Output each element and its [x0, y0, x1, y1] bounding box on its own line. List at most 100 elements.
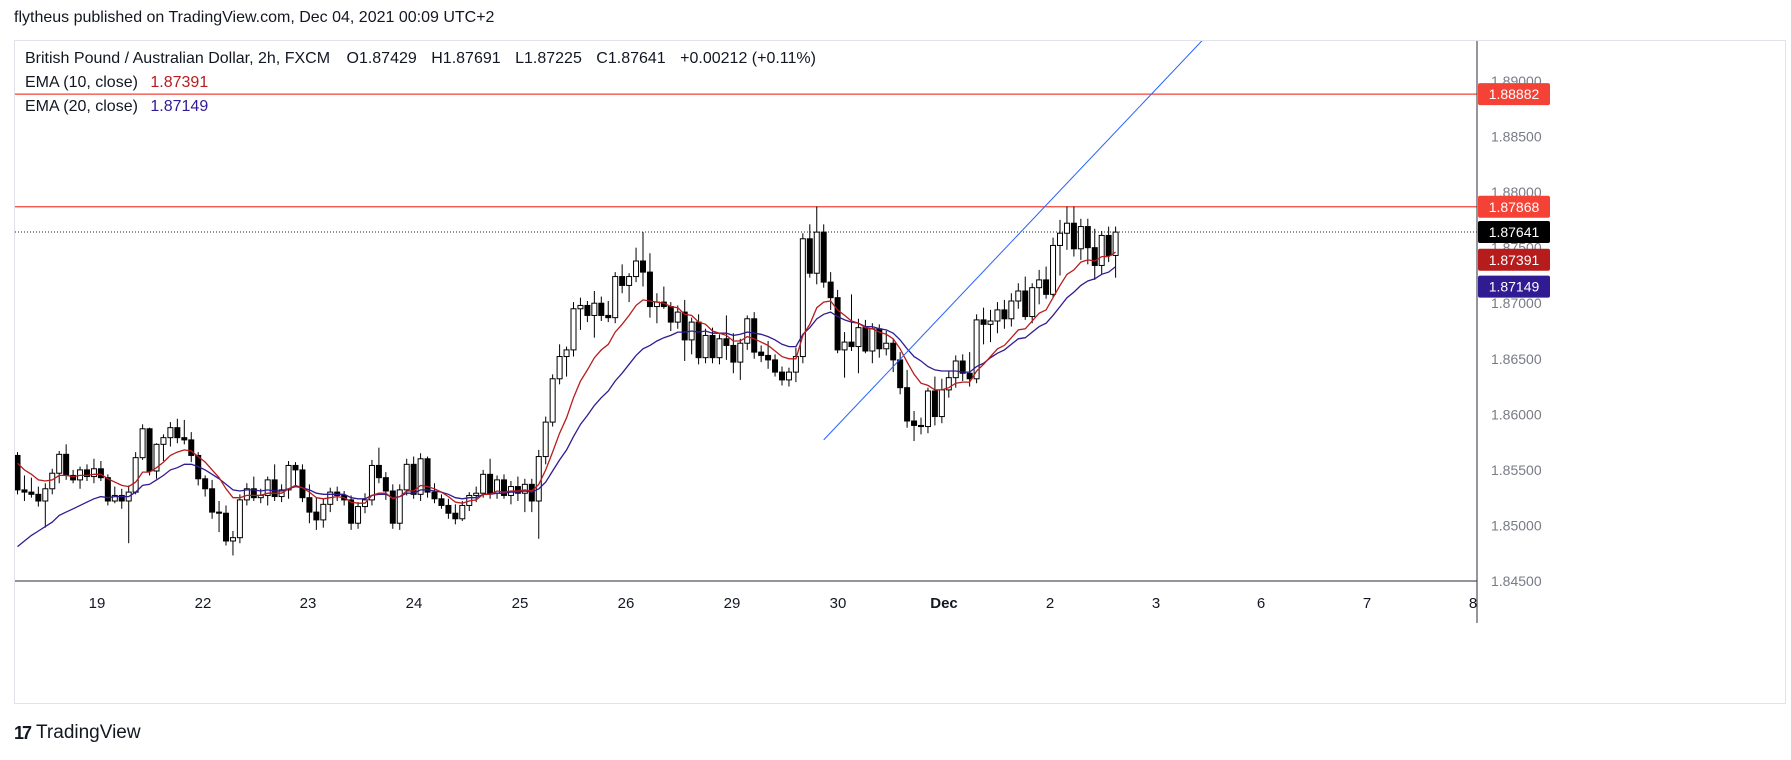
candle-body: [737, 342, 744, 363]
candle: [556, 344, 563, 385]
candle: [528, 478, 535, 513]
x-tick-label: 22: [195, 595, 212, 612]
y-tick-label: 1.84500: [1491, 573, 1542, 589]
candle: [640, 232, 646, 287]
candle-body: [1057, 232, 1063, 246]
candle: [1015, 283, 1022, 309]
candle: [570, 302, 577, 357]
candle: [1098, 231, 1105, 275]
candle: [862, 319, 869, 354]
candle-body: [799, 238, 806, 358]
candle: [285, 461, 292, 499]
level-price-tag-bg: [1478, 83, 1550, 106]
candle: [799, 233, 806, 364]
candle: [236, 494, 243, 544]
candle-body: [758, 351, 765, 356]
candle-body: [904, 387, 911, 422]
candle: [452, 504, 459, 525]
candle: [111, 486, 118, 504]
tradingview-logo-icon: 17: [14, 722, 32, 743]
legend-ema20-label: EMA (20, close): [25, 98, 138, 115]
candle-body: [911, 420, 918, 426]
price-chart[interactable]: 1.890001.885001.880001.875001.870001.865…: [14, 36, 1785, 703]
candle: [417, 453, 424, 501]
candle: [674, 305, 681, 329]
x-tick-label: 8: [1469, 595, 1477, 612]
candle-body: [313, 511, 320, 521]
candle-body: [883, 342, 890, 350]
candle: [1029, 283, 1036, 324]
candle: [209, 479, 216, 519]
candle: [1063, 206, 1070, 250]
candle-body: [709, 334, 716, 359]
candle: [49, 468, 56, 495]
candle-body: [973, 319, 980, 380]
chart-legend: British Pound / Australian Dollar, 2h, F…: [25, 50, 816, 115]
candle-body: [459, 504, 466, 520]
x-tick-label: 3: [1152, 595, 1160, 612]
svg-text:EMA (10, close) 1.8739: EMA (10, close) 1.87391: [25, 74, 208, 91]
candle: [521, 478, 528, 513]
candle: [389, 484, 396, 529]
candle: [410, 456, 417, 499]
ema10-price-tag-text: 1.87391: [1489, 252, 1540, 268]
tradingview-logo[interactable]: 17 TradingView: [14, 722, 141, 744]
candle: [855, 318, 862, 374]
candle-body: [209, 488, 216, 513]
candle: [1050, 237, 1057, 298]
candle-body: [452, 512, 459, 520]
candle-body: [1043, 279, 1050, 295]
candle-body: [97, 468, 104, 479]
candle: [577, 297, 584, 330]
candle: [827, 272, 834, 310]
candle-body: [772, 359, 779, 373]
candle-body: [90, 468, 97, 478]
candle: [633, 247, 640, 283]
legend-symbol: British Pound / Australian Dollar, 2h, F…: [25, 50, 330, 67]
candle-body: [139, 428, 146, 459]
candle-body: [577, 304, 584, 310]
candle-body: [862, 327, 869, 352]
y-tick-label: 1.85000: [1491, 517, 1542, 533]
candle-body: [1022, 290, 1029, 318]
ema20-price-tag-bg: [1478, 275, 1550, 298]
trend-line: [823, 36, 1207, 441]
candle: [243, 483, 250, 506]
candle-body: [160, 437, 167, 445]
x-tick-label: 7: [1363, 595, 1371, 612]
candle-body: [1084, 226, 1091, 249]
candle-body: [431, 491, 438, 500]
candle-body: [167, 427, 174, 439]
legend-c-value: 1.87641: [608, 50, 666, 67]
candle: [42, 483, 49, 528]
candle: [834, 289, 841, 354]
candle-body: [104, 477, 111, 502]
candle-body: [890, 342, 897, 361]
candle-body: [806, 238, 813, 274]
candle: [56, 451, 63, 484]
candle-body: [695, 321, 702, 359]
svg-text:EMA (20, close) 1.8714: EMA (20, close) 1.87149: [25, 98, 208, 115]
candle: [994, 302, 1001, 334]
tradingview-brand: TradingView: [36, 722, 141, 743]
candle: [146, 427, 153, 476]
candle: [716, 334, 723, 365]
candle: [216, 501, 223, 533]
candle-body: [181, 437, 188, 441]
candle: [188, 432, 195, 463]
candle: [424, 456, 431, 498]
level-price-tag-text: 1.88882: [1489, 86, 1540, 102]
candle-body: [521, 483, 528, 494]
x-tick-label: Dec: [930, 595, 958, 612]
candle-body: [174, 427, 181, 439]
candle: [542, 416, 549, 465]
candle-body: [487, 473, 494, 494]
candle: [806, 224, 813, 278]
candle: [918, 417, 924, 435]
candle-body: [556, 356, 563, 380]
candle-body: [640, 260, 646, 273]
level-price-tag-bg: [1478, 195, 1550, 218]
candle: [813, 206, 820, 285]
candle: [959, 354, 966, 381]
candle-body: [216, 511, 223, 514]
